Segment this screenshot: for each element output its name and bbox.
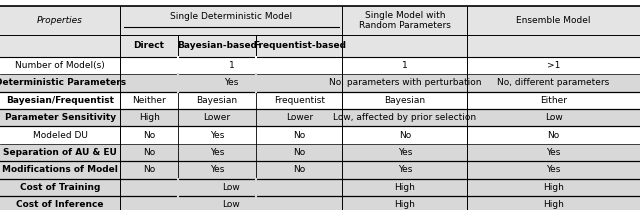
Text: Yes: Yes [210,148,224,157]
Text: No: No [143,165,156,175]
Text: Yes: Yes [547,165,561,175]
Text: Separation of AU & EU: Separation of AU & EU [3,148,117,157]
Text: Deterministic Parameters: Deterministic Parameters [0,78,125,87]
Text: Lower: Lower [285,113,313,122]
Text: Lower: Lower [204,113,230,122]
Bar [0,144,640,161]
Text: Modeled DU: Modeled DU [33,131,88,140]
Bar [0,35,640,57]
Text: Cost of Inference: Cost of Inference [17,200,104,209]
Text: Low, affected by prior selection: Low, affected by prior selection [333,113,476,122]
Bar [0,196,640,210]
Text: Neither: Neither [132,96,166,105]
Text: Yes: Yes [397,165,412,175]
Text: Yes: Yes [397,148,412,157]
Text: Cost of Training: Cost of Training [20,183,100,192]
Text: No: No [399,131,411,140]
Bar [0,109,640,126]
Text: Frequentist: Frequentist [274,96,324,105]
Text: Ensemble Model: Ensemble Model [516,16,591,25]
Text: Number of Model(s): Number of Model(s) [15,61,105,70]
Text: Low: Low [223,200,240,209]
Text: No: No [293,148,305,157]
Text: Bayesian: Bayesian [196,96,237,105]
Text: No: No [143,131,156,140]
Bar [0,74,640,92]
Text: Low: Low [223,183,240,192]
Text: Yes: Yes [210,165,224,175]
Text: 1: 1 [228,61,234,70]
Text: High: High [543,183,564,192]
Text: Low: Low [545,113,563,122]
Text: 1: 1 [402,61,408,70]
Text: High: High [139,113,159,122]
Text: Modifications of Model: Modifications of Model [2,165,118,175]
Bar [0,92,640,109]
Text: Yes: Yes [224,78,239,87]
Text: High: High [543,200,564,209]
Text: Single Model with
Random Parameters: Single Model with Random Parameters [359,11,451,30]
Bar [0,161,640,179]
Text: Yes: Yes [210,131,224,140]
Text: No, different parameters: No, different parameters [497,78,610,87]
Text: Yes: Yes [547,148,561,157]
Bar [0,126,640,144]
Text: Parameter Sensitivity: Parameter Sensitivity [4,113,116,122]
Text: No: No [547,131,560,140]
Text: Bayesian-based: Bayesian-based [177,41,257,50]
Bar [0,179,640,196]
Text: High: High [394,200,415,209]
Text: >1: >1 [547,61,560,70]
Text: High: High [394,183,415,192]
Text: No, parameters with perturbation: No, parameters with perturbation [328,78,481,87]
Text: No: No [143,148,156,157]
Text: Either: Either [540,96,567,105]
Text: Single Deterministic Model: Single Deterministic Model [170,12,292,21]
Text: Direct: Direct [134,41,164,50]
Bar [0,57,640,74]
Text: No: No [293,131,305,140]
Text: Bayesian/Frequentist: Bayesian/Frequentist [6,96,114,105]
Text: No: No [293,165,305,175]
Text: Frequentist-based: Frequentist-based [253,41,346,50]
Text: Bayesian: Bayesian [384,96,426,105]
Bar [0,6,640,35]
Text: Properties: Properties [37,16,83,25]
